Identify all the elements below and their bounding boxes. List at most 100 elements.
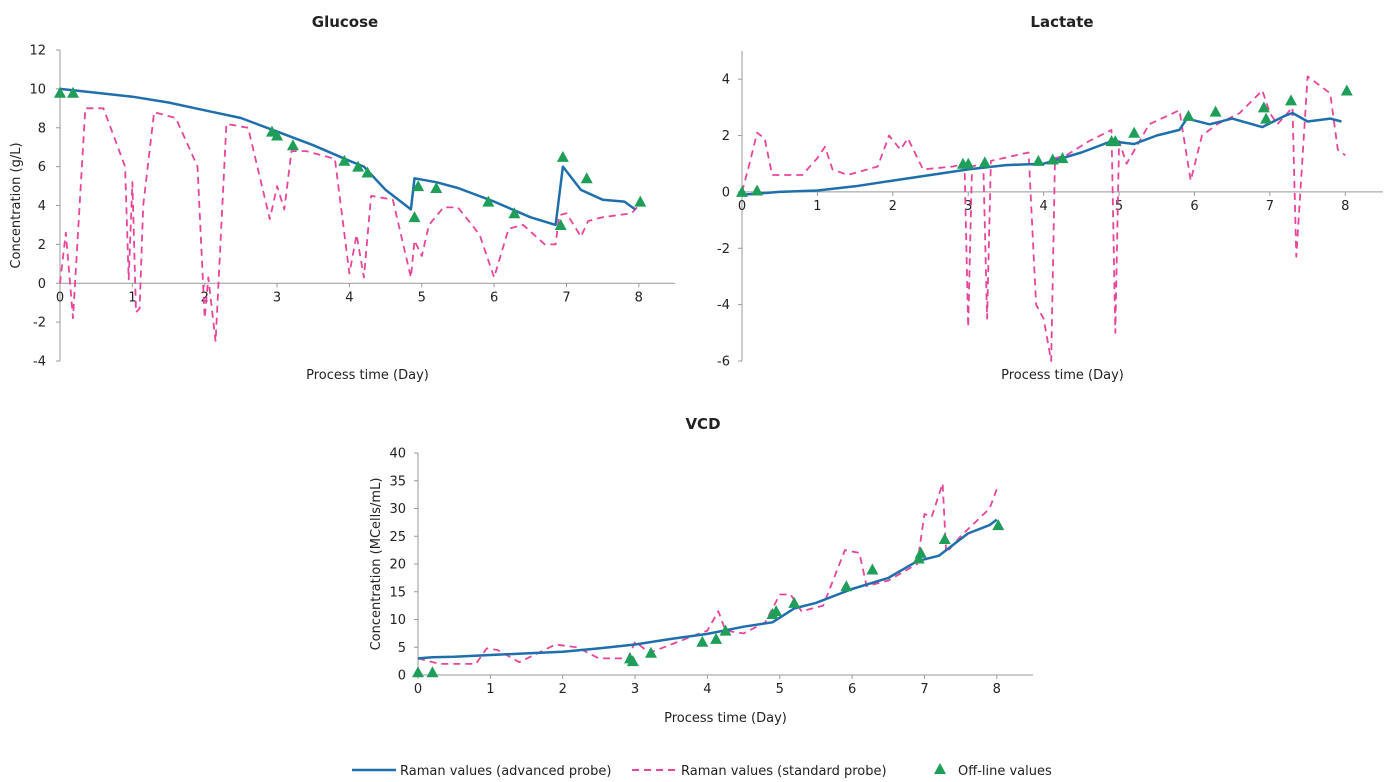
lactate-offline-point [1032, 154, 1045, 166]
glucose-title: Glucose [312, 13, 378, 31]
lactate-x-tick-label: 2 [889, 199, 897, 214]
glucose-offline-point [286, 139, 299, 151]
lactate-y-tick-label: -6 [717, 355, 730, 370]
vcd-offline-point [992, 519, 1005, 531]
vcd-x-tick-label: 8 [993, 682, 1001, 697]
glucose-y-tick-label: -2 [33, 316, 46, 331]
vcd-y-axis-label: Concentration (MCells/mL) [369, 478, 384, 651]
glucose-y-tick-label: 0 [38, 277, 46, 292]
lactate-x-tick-label: 5 [1115, 199, 1123, 214]
legend: Raman values (advanced probe) Raman valu… [352, 763, 1052, 779]
vcd-chart: VCD 0 5 10 15 20 25 30 35 40 0 1 2 3 4 5 6 7 8 Process time… [369, 415, 1033, 726]
glucose-x-tick-label: 7 [562, 290, 570, 305]
glucose-offline-point [580, 172, 593, 184]
lactate-offline-point [1340, 84, 1353, 96]
glucose-y-tick-label: -4 [33, 355, 46, 370]
glucose-offline-point [482, 195, 495, 207]
lactate-x-tick-label: 4 [1040, 199, 1048, 214]
vcd-offline-point [710, 632, 723, 644]
vcd-x-tick-label: 7 [920, 682, 928, 697]
vcd-y-tick-label: 35 [389, 474, 406, 489]
vcd-offline-point [644, 646, 657, 658]
glucose-offline-point [352, 160, 365, 172]
lactate-x-tick-label: 6 [1190, 199, 1198, 214]
lactate-offline-point [1109, 135, 1122, 147]
lactate-x-tick-label: 3 [964, 199, 972, 214]
glucose-x-axis-label: Process time (Day) [306, 368, 429, 383]
lactate-advanced-probe-line [741, 111, 1342, 196]
vcd-offline-point [412, 666, 424, 678]
glucose-x-tick-label: 4 [345, 290, 353, 305]
vcd-title: VCD [685, 415, 720, 433]
vcd-offline-point [914, 546, 927, 558]
vcd-y-tick-label: 40 [389, 447, 406, 462]
glucose-offline-point [67, 86, 80, 98]
vcd-offline-point [770, 605, 783, 617]
vcd-offline-point [912, 552, 925, 564]
glucose-y-tick-label: 8 [38, 121, 46, 136]
glucose-y-tick-label: 10 [29, 82, 46, 97]
vcd-y-tick-label: 5 [398, 641, 406, 656]
vcd-y-tick-label: 20 [389, 558, 406, 573]
lactate-offline-point [1128, 126, 1141, 138]
vcd-x-tick-label: 4 [703, 682, 711, 697]
glucose-standard-probe-line [59, 107, 640, 343]
glucose-offline-point [554, 218, 567, 230]
vcd-x-tick-label: 6 [848, 682, 856, 697]
vcd-offline-point [866, 563, 879, 575]
lactate-offline-point [1182, 109, 1195, 121]
vcd-offline-point [938, 533, 951, 545]
lactate-y-tick-label: 0 [722, 185, 730, 200]
lactate-y-tick-label: -2 [717, 242, 730, 257]
legend-advanced-label: Raman values (advanced probe) [400, 764, 611, 778]
lactate-x-tick-label: 7 [1266, 199, 1274, 214]
glucose-offline-point [430, 182, 443, 194]
legend-standard-label: Raman values (standard probe) [681, 764, 887, 778]
lactate-offline-point [1284, 94, 1297, 106]
glucose-x-tick-label: 0 [56, 290, 64, 305]
glucose-offline-point [361, 166, 374, 178]
glucose-offline-point [634, 195, 647, 207]
vcd-offline-point [788, 596, 801, 608]
vcd-advanced-probe-line [417, 518, 998, 660]
vcd-y-tick-label: 30 [389, 502, 406, 517]
lactate-standard-probe-line [741, 75, 1346, 362]
glucose-offline-point [271, 129, 284, 141]
lactate-y-tick-label: -4 [717, 298, 730, 313]
glucose-x-tick-label: 2 [201, 290, 209, 305]
glucose-offline-point [556, 150, 569, 162]
vcd-x-tick-label: 3 [631, 682, 639, 697]
glucose-y-tick-label: 6 [38, 160, 46, 175]
lactate-x-tick-label: 0 [738, 199, 746, 214]
vcd-standard-probe-line [417, 482, 998, 665]
lactate-offline-point [751, 184, 764, 196]
vcd-x-axis-label: Process time (Day) [664, 711, 787, 726]
glucose-x-tick-label: 8 [635, 290, 643, 305]
vcd-y-tick-label: 15 [389, 585, 406, 600]
glucose-offline-point [408, 211, 421, 223]
lactate-y-tick-label: 2 [722, 129, 730, 144]
vcd-y-tick-label: 25 [389, 530, 406, 545]
lactate-offline-point [962, 157, 975, 169]
vcd-offline-point [840, 580, 853, 592]
glucose-x-tick-label: 6 [490, 290, 498, 305]
lactate-x-axis-label: Process time (Day) [1001, 368, 1124, 383]
lactate-chart: Lactate -6 -4 -2 0 2 4 0 1 2 3 4 5 6 7 8 Process time (D… [717, 13, 1383, 383]
vcd-offline-point [719, 624, 732, 636]
glucose-x-tick-label: 3 [273, 290, 281, 305]
vcd-x-tick-label: 1 [486, 682, 494, 697]
vcd-offline-point [696, 635, 709, 647]
lactate-offline-point [978, 156, 991, 168]
lactate-title: Lactate [1030, 13, 1093, 31]
lactate-y-tick-label: 4 [722, 73, 730, 88]
glucose-offline-point [54, 86, 66, 98]
vcd-y-tick-label: 0 [398, 669, 406, 684]
lactate-x-tick-label: 8 [1341, 199, 1349, 214]
lactate-offline-point [1209, 105, 1222, 117]
lactate-offline-point [1046, 153, 1059, 165]
vcd-offline-point [426, 666, 439, 678]
glucose-offline-point [338, 154, 351, 166]
legend-offline-marker-icon [934, 763, 946, 774]
